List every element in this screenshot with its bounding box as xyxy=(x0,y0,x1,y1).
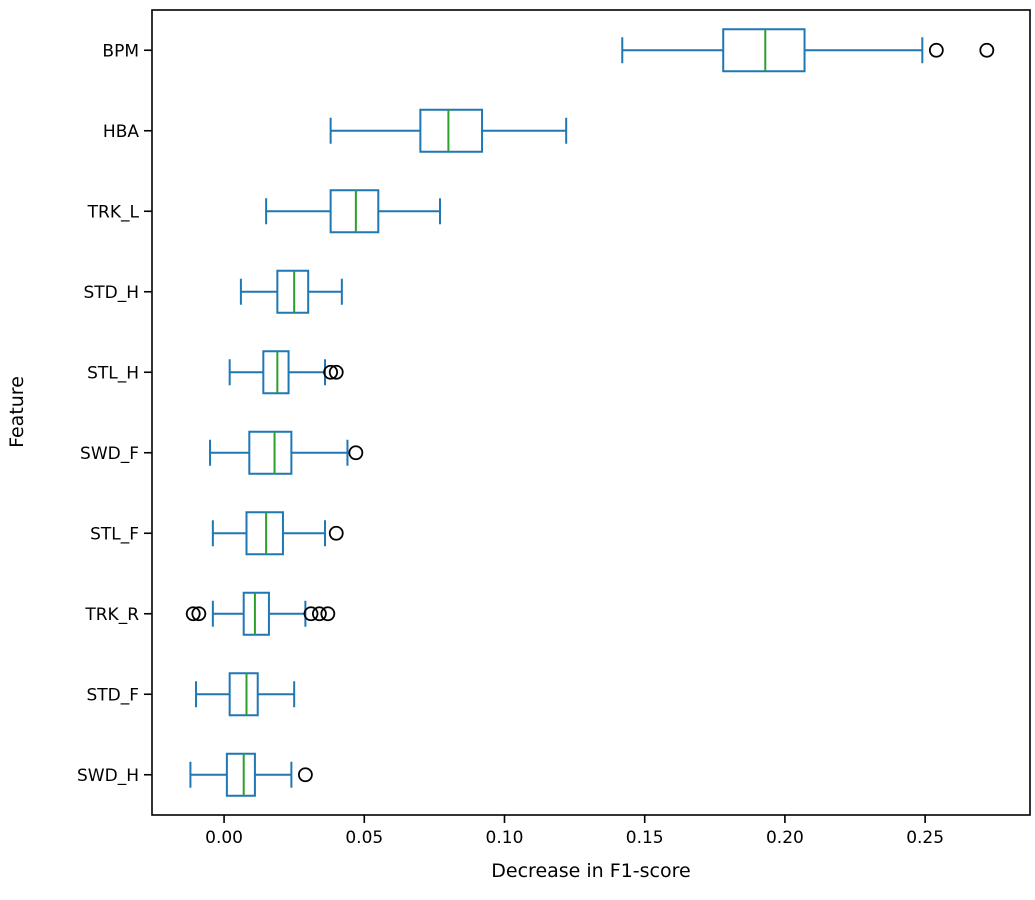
iqr-box xyxy=(245,511,284,556)
iqr-box xyxy=(276,269,310,314)
y-axis-title: Feature xyxy=(6,376,28,448)
outlier-marker xyxy=(928,42,944,58)
box-group-TRK_R xyxy=(185,591,336,636)
box-group-SWD_H xyxy=(189,752,313,797)
x-tick-label: 0.05 xyxy=(345,828,383,848)
iqr-box xyxy=(262,350,290,395)
iqr-box xyxy=(329,189,380,234)
box-group-STL_H xyxy=(228,350,344,395)
y-tick-label: SWD_F xyxy=(80,444,139,464)
outlier-marker xyxy=(185,606,201,622)
outlier-marker xyxy=(979,42,995,58)
box-group-BPM xyxy=(621,28,995,73)
y-tick-label: SWD_H xyxy=(77,766,139,786)
y-tick-label: TRK_R xyxy=(84,605,139,625)
y-tick-label: BPM xyxy=(102,41,139,61)
iqr-box xyxy=(419,108,484,153)
box-group-STL_F xyxy=(211,511,344,556)
outlier-marker xyxy=(191,606,207,622)
box-group-SWD_F xyxy=(209,430,364,475)
x-tick-label: 0.00 xyxy=(205,828,243,848)
outlier-marker xyxy=(348,445,364,461)
outlier-marker xyxy=(323,364,339,380)
x-tick-label: 0.25 xyxy=(906,828,944,848)
iqr-box xyxy=(248,430,293,475)
outlier-marker xyxy=(297,767,313,783)
iqr-box xyxy=(225,752,256,797)
x-axis-title: Decrease in F1-score xyxy=(491,860,691,882)
y-tick-label: STD_F xyxy=(86,685,139,705)
y-tick-label: STL_H xyxy=(87,363,139,383)
y-tick-label: STL_F xyxy=(90,524,139,544)
outlier-marker xyxy=(320,606,336,622)
outlier-marker xyxy=(328,525,344,541)
outlier-marker xyxy=(328,364,344,380)
iqr-box xyxy=(228,672,259,717)
plot-frame xyxy=(151,9,1031,816)
box-group-HBA xyxy=(329,108,568,153)
box-group-STD_F xyxy=(195,672,296,717)
x-tick-label: 0.20 xyxy=(766,828,804,848)
iqr-box xyxy=(242,591,270,636)
outlier-marker xyxy=(312,606,327,622)
outlier-marker xyxy=(303,606,319,622)
box-group-TRK_L xyxy=(265,189,441,234)
iqr-box xyxy=(722,28,806,73)
y-tick-label: TRK_L xyxy=(87,202,140,222)
box-group-STD_H xyxy=(239,269,343,314)
x-tick-label: 0.10 xyxy=(486,828,524,848)
y-tick-label: STD_H xyxy=(83,283,139,303)
y-tick-label: HBA xyxy=(103,122,139,142)
x-tick-label: 0.15 xyxy=(626,828,664,848)
